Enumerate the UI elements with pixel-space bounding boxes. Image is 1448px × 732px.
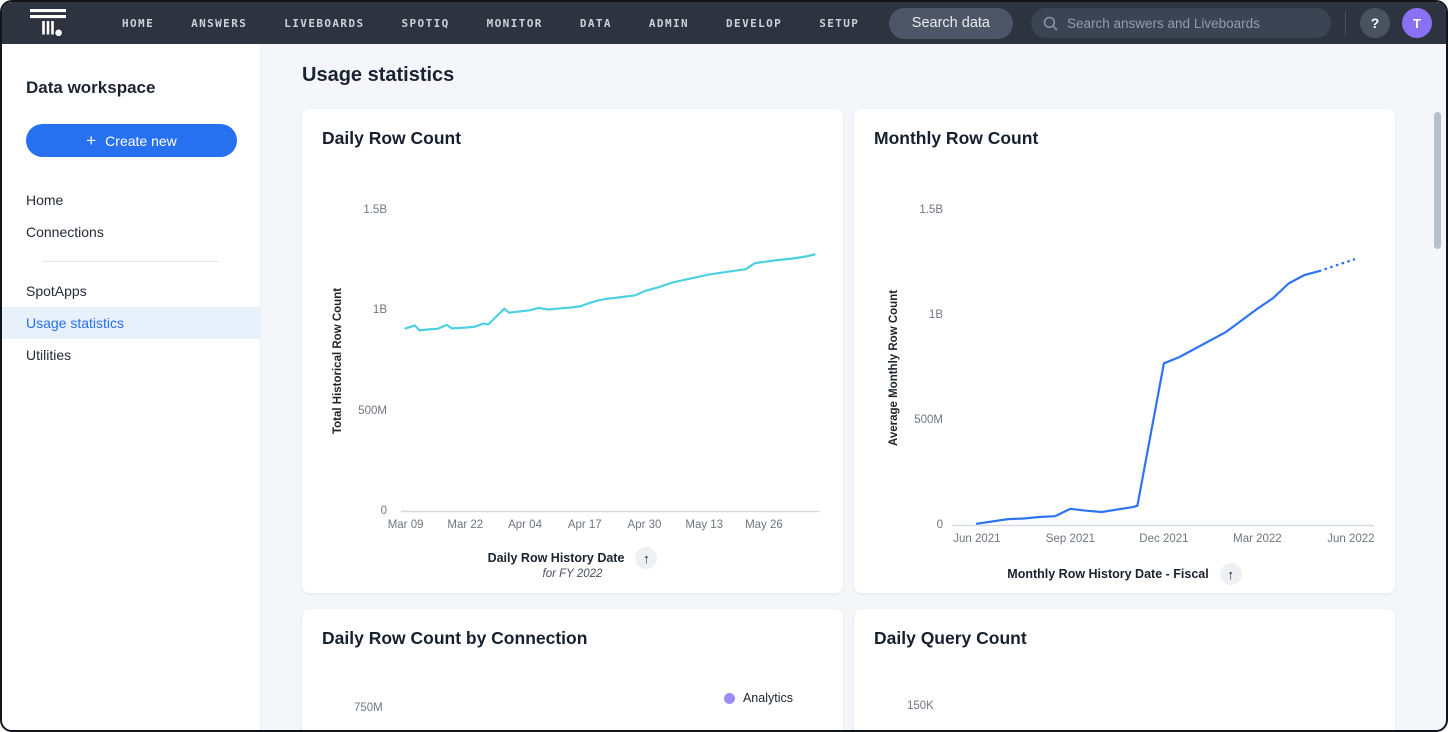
x-tick-label: Apr 30	[627, 519, 662, 531]
y-tick-label: 1B	[928, 309, 943, 321]
vertical-scrollbar-thumb[interactable]	[1434, 112, 1441, 249]
x-tick-label: Mar 22	[447, 519, 484, 531]
y-tick-label: 1.5B	[919, 204, 943, 216]
legend-label: Analytics	[742, 691, 793, 705]
line-series-forecast	[1318, 258, 1356, 273]
x-tick-label: Mar 2022	[1233, 533, 1282, 545]
card-daily-row-count-by-connection: Daily Row Count by Connection Analytics …	[302, 609, 843, 730]
thoughtspot-logo-icon[interactable]	[30, 8, 66, 38]
sidebar-title: Data workspace	[26, 78, 156, 97]
sort-ascending-icon[interactable]: ↑	[635, 547, 658, 569]
sidebar-nav-list: Home Connections SpotApps Usage statistics U…	[2, 184, 260, 371]
x-tick-label: Apr 17	[567, 519, 602, 531]
chart-title: Daily Row Count by Connection	[322, 628, 588, 648]
plus-icon: +	[86, 131, 97, 150]
x-tick-label: May 26	[745, 519, 783, 531]
line-chart-canvas	[401, 253, 820, 513]
nav-item-setup[interactable]: SETUP	[819, 16, 860, 30]
search-input[interactable]	[1067, 15, 1319, 31]
x-tick-label: Mar 09	[387, 519, 424, 531]
x-axis-title: Daily Row History Date	[487, 551, 625, 565]
y-tick-label: 0	[380, 505, 387, 517]
x-tick-label: Jun 2022	[1327, 533, 1375, 545]
y-tick-label: 500M	[358, 404, 387, 417]
create-new-button[interactable]: + Create new	[26, 124, 237, 157]
sidebar-item-connections[interactable]: Connections	[26, 224, 104, 240]
search-data-button[interactable]: Search data	[888, 7, 1013, 39]
create-new-label: Create new	[105, 132, 177, 149]
global-search-box[interactable]	[1031, 8, 1331, 38]
line-series	[975, 269, 1321, 525]
liveboard-card-grid: Daily Row Count Total Historical Row Cou…	[302, 109, 1395, 730]
user-avatar[interactable]: T	[1402, 8, 1432, 38]
nav-item-liveboards[interactable]: LIVEBOARDS	[284, 16, 365, 30]
primary-nav: HOME ANSWERS LIVEBOARDS SPOTIQ MONITOR DATA AD…	[122, 17, 859, 30]
nav-item-develop[interactable]: DEVELOP	[726, 16, 783, 30]
nav-item-data[interactable]: DATA	[579, 16, 612, 30]
search-icon	[1043, 16, 1058, 31]
sidebar-item-utilities[interactable]: Utilities	[26, 347, 72, 363]
main-content: Usage statistics Daily Row Count Total H…	[261, 44, 1446, 730]
nav-item-home[interactable]: HOME	[122, 16, 155, 30]
legend-item-analytics[interactable]: Analytics	[723, 691, 793, 705]
x-tick-label: Jun 2021	[953, 533, 1001, 545]
nav-item-monitor[interactable]: MONITOR	[486, 16, 543, 30]
chart-title: Monthly Row Count	[874, 128, 1039, 148]
x-axis-title: Monthly Row History Date - Fiscal	[1007, 567, 1209, 581]
y-tick-label: 1B	[372, 304, 387, 317]
x-tick-label: Dec 2021	[1139, 533, 1189, 545]
x-tick-label: Apr 04	[508, 519, 542, 531]
nav-item-answers[interactable]: ANSWERS	[191, 16, 248, 30]
sidebar-item-spotapps[interactable]: SpotApps	[26, 283, 87, 299]
x-tick-label: Sep 2021	[1045, 533, 1096, 545]
y-tick-label: 750M	[354, 702, 383, 714]
chart-title: Daily Query Count	[874, 628, 1027, 648]
sidebar: Data workspace + Create new Home Connecti…	[2, 44, 261, 730]
y-tick-label: 500M	[914, 414, 943, 426]
nav-item-spotiq[interactable]: SPOTIQ	[401, 16, 450, 30]
page-title: Usage statistics	[302, 64, 455, 86]
chart-title: Daily Row Count	[322, 128, 462, 148]
card-monthly-row-count: Monthly Row Count Average Monthly Row Co…	[854, 109, 1395, 593]
nav-item-admin[interactable]: ADMIN	[648, 16, 690, 30]
sidebar-item-usage-statistics[interactable]: Usage statistics	[2, 307, 260, 339]
top-nav-bar: HOME ANSWERS LIVEBOARDS SPOTIQ MONITOR DATA AD…	[2, 2, 1446, 44]
x-axis-title-row: Daily Row History Date ↑	[302, 547, 843, 569]
sort-ascending-icon[interactable]: ↑	[1219, 563, 1242, 585]
sidebar-divider	[42, 261, 219, 262]
help-button[interactable]: ?	[1360, 8, 1390, 38]
card-daily-query-count: Daily Query Count 150K	[854, 609, 1395, 730]
line-series	[404, 253, 816, 332]
y-tick-label: 0	[936, 519, 943, 531]
topbar-divider	[1345, 11, 1346, 35]
chart-filter-subtitle: for FY 2022	[542, 568, 603, 580]
chart-plot-area: Total Historical Row Count 1.5B 1B 500M 0 Mar…	[302, 109, 843, 593]
y-tick-label: 150K	[907, 700, 934, 712]
sidebar-item-home[interactable]: Home	[26, 192, 64, 208]
chart-plot-area: Average Monthly Row Count 1.5B 1B 500M 0 Jun …	[854, 109, 1395, 593]
legend-dot-icon	[723, 692, 735, 704]
card-daily-row-count: Daily Row Count Total Historical Row Cou…	[302, 109, 843, 593]
x-tick-label: May 13	[685, 519, 724, 531]
line-chart-canvas	[952, 258, 1374, 527]
x-axis-title-row: Monthly Row History Date - Fiscal ↑	[854, 563, 1395, 585]
y-tick-label: 1.5B	[363, 204, 387, 216]
